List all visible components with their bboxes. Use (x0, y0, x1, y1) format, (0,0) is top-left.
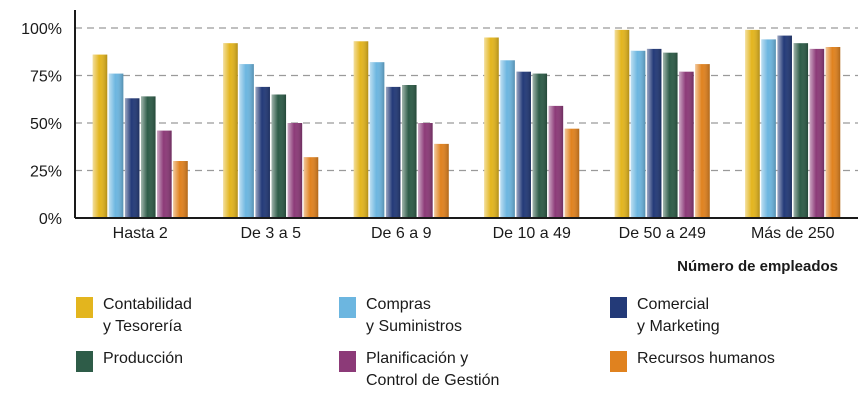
x-tick-label: Hasta 2 (113, 225, 168, 242)
bar-shading (484, 37, 499, 218)
legend-item: Compras y Suministros (339, 294, 462, 338)
legend-swatch (76, 351, 93, 372)
bar-shading (303, 157, 319, 218)
bar-shading (108, 73, 124, 218)
bar-shading (663, 52, 678, 219)
legend-swatch (610, 351, 627, 372)
bar-shading (516, 71, 531, 218)
bar-shading (173, 161, 188, 218)
legend-item: Recursos humanos (610, 348, 775, 372)
legend-item: Planificación y Control de Gestión (339, 348, 499, 392)
legend-label: Planificación y Control de Gestión (366, 350, 500, 389)
x-axis-label: Número de empleados (677, 258, 838, 275)
bar-shading (630, 50, 646, 218)
legend-label: Producción (103, 350, 184, 367)
bar-shading (825, 47, 841, 218)
legend-swatch (610, 297, 627, 318)
x-tick-label: De 3 a 5 (241, 225, 302, 242)
bar-shading (679, 71, 694, 218)
legend-label: Compras y Suministros (366, 296, 463, 335)
x-tick-label: De 50 a 249 (619, 225, 706, 242)
bar-shading (745, 29, 760, 219)
bar-shading (239, 64, 254, 218)
x-tick-label: Más de 250 (751, 225, 835, 242)
bar-shading (564, 128, 580, 218)
bar-shading (532, 73, 548, 218)
y-tick-label: 50% (30, 116, 62, 133)
bar-shading (777, 35, 792, 218)
bar-shading (548, 105, 564, 218)
x-tick-label: De 6 a 9 (371, 225, 432, 242)
legend-item: Contabilidad y Tesorería (76, 294, 192, 338)
axes (74, 10, 858, 219)
y-tick-label: 100% (21, 21, 62, 38)
y-tick-label: 25% (30, 164, 62, 181)
y-tick-labels: 0% 25% 50% 75% 100% (21, 21, 62, 228)
bar-shading (255, 86, 270, 219)
legend-item: Comercial y Marketing (610, 294, 720, 338)
legend: Contabilidad y Tesorería Compras y Sumini… (76, 294, 856, 394)
bar-shading (793, 43, 809, 219)
bar-shading (287, 123, 303, 218)
legend-label: Contabilidad y Tesorería (103, 296, 192, 335)
bar-shading (353, 41, 369, 218)
bar-shading (646, 48, 662, 219)
grid-lines (75, 27, 858, 172)
bar-shading (141, 96, 156, 218)
legend-label: Recursos humanos (637, 350, 775, 367)
bar-shading (92, 54, 108, 218)
legend-item: Producción (76, 348, 183, 372)
legend-swatch (339, 297, 356, 318)
bars-group (92, 29, 841, 219)
bar-shading (385, 86, 401, 219)
bar-shading (500, 60, 515, 218)
legend-label: Comercial y Marketing (637, 296, 720, 335)
bar-shading (157, 130, 172, 218)
legend-swatch (76, 297, 93, 318)
bar-shading (124, 98, 140, 218)
y-tick-label: 0% (39, 211, 62, 228)
bar-shading (809, 48, 825, 219)
bar-shading (418, 123, 433, 218)
bar-shading (761, 39, 776, 219)
bar-shading (614, 29, 630, 219)
bar-shading (402, 85, 417, 218)
bar-shading (223, 43, 238, 219)
legend-swatch (339, 351, 356, 372)
bar-shading (434, 143, 449, 218)
bar-shading (369, 62, 385, 219)
y-tick-label: 75% (30, 69, 62, 86)
bar-shading (695, 64, 710, 218)
bar-shading (271, 94, 287, 218)
x-tick-labels: Hasta 2 De 3 a 5 De 6 a 9 De 10 a 49 De 50 a… (113, 225, 835, 242)
bar-chart: 0% 25% 50% 75% 100% Hasta 2 De 3 a 5 De 6 a 9 D… (21, 10, 858, 275)
x-tick-label: De 10 a 49 (493, 225, 571, 242)
